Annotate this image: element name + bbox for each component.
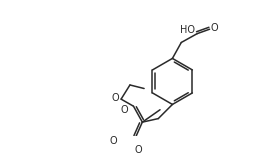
Text: O: O	[121, 105, 128, 115]
Text: O: O	[110, 136, 118, 146]
Text: O: O	[211, 23, 218, 33]
Text: O: O	[112, 93, 119, 103]
Text: HO: HO	[179, 25, 195, 35]
Text: O: O	[135, 145, 143, 154]
